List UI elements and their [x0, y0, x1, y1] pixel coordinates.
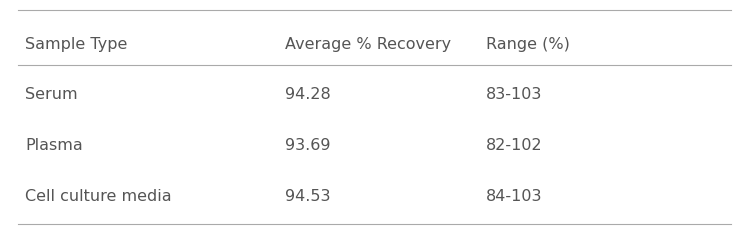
- Text: 84-103: 84-103: [486, 189, 542, 204]
- Text: Average % Recovery: Average % Recovery: [285, 37, 452, 52]
- Text: Serum: Serum: [25, 88, 78, 102]
- Text: 94.53: 94.53: [285, 189, 331, 204]
- Text: 93.69: 93.69: [285, 138, 331, 153]
- Text: 94.28: 94.28: [285, 88, 331, 102]
- Text: Plasma: Plasma: [25, 138, 83, 153]
- Text: 83-103: 83-103: [486, 88, 542, 102]
- Text: Sample Type: Sample Type: [25, 37, 127, 52]
- Text: 82-102: 82-102: [486, 138, 542, 153]
- Text: Cell culture media: Cell culture media: [25, 189, 172, 204]
- Text: Range (%): Range (%): [486, 37, 570, 52]
